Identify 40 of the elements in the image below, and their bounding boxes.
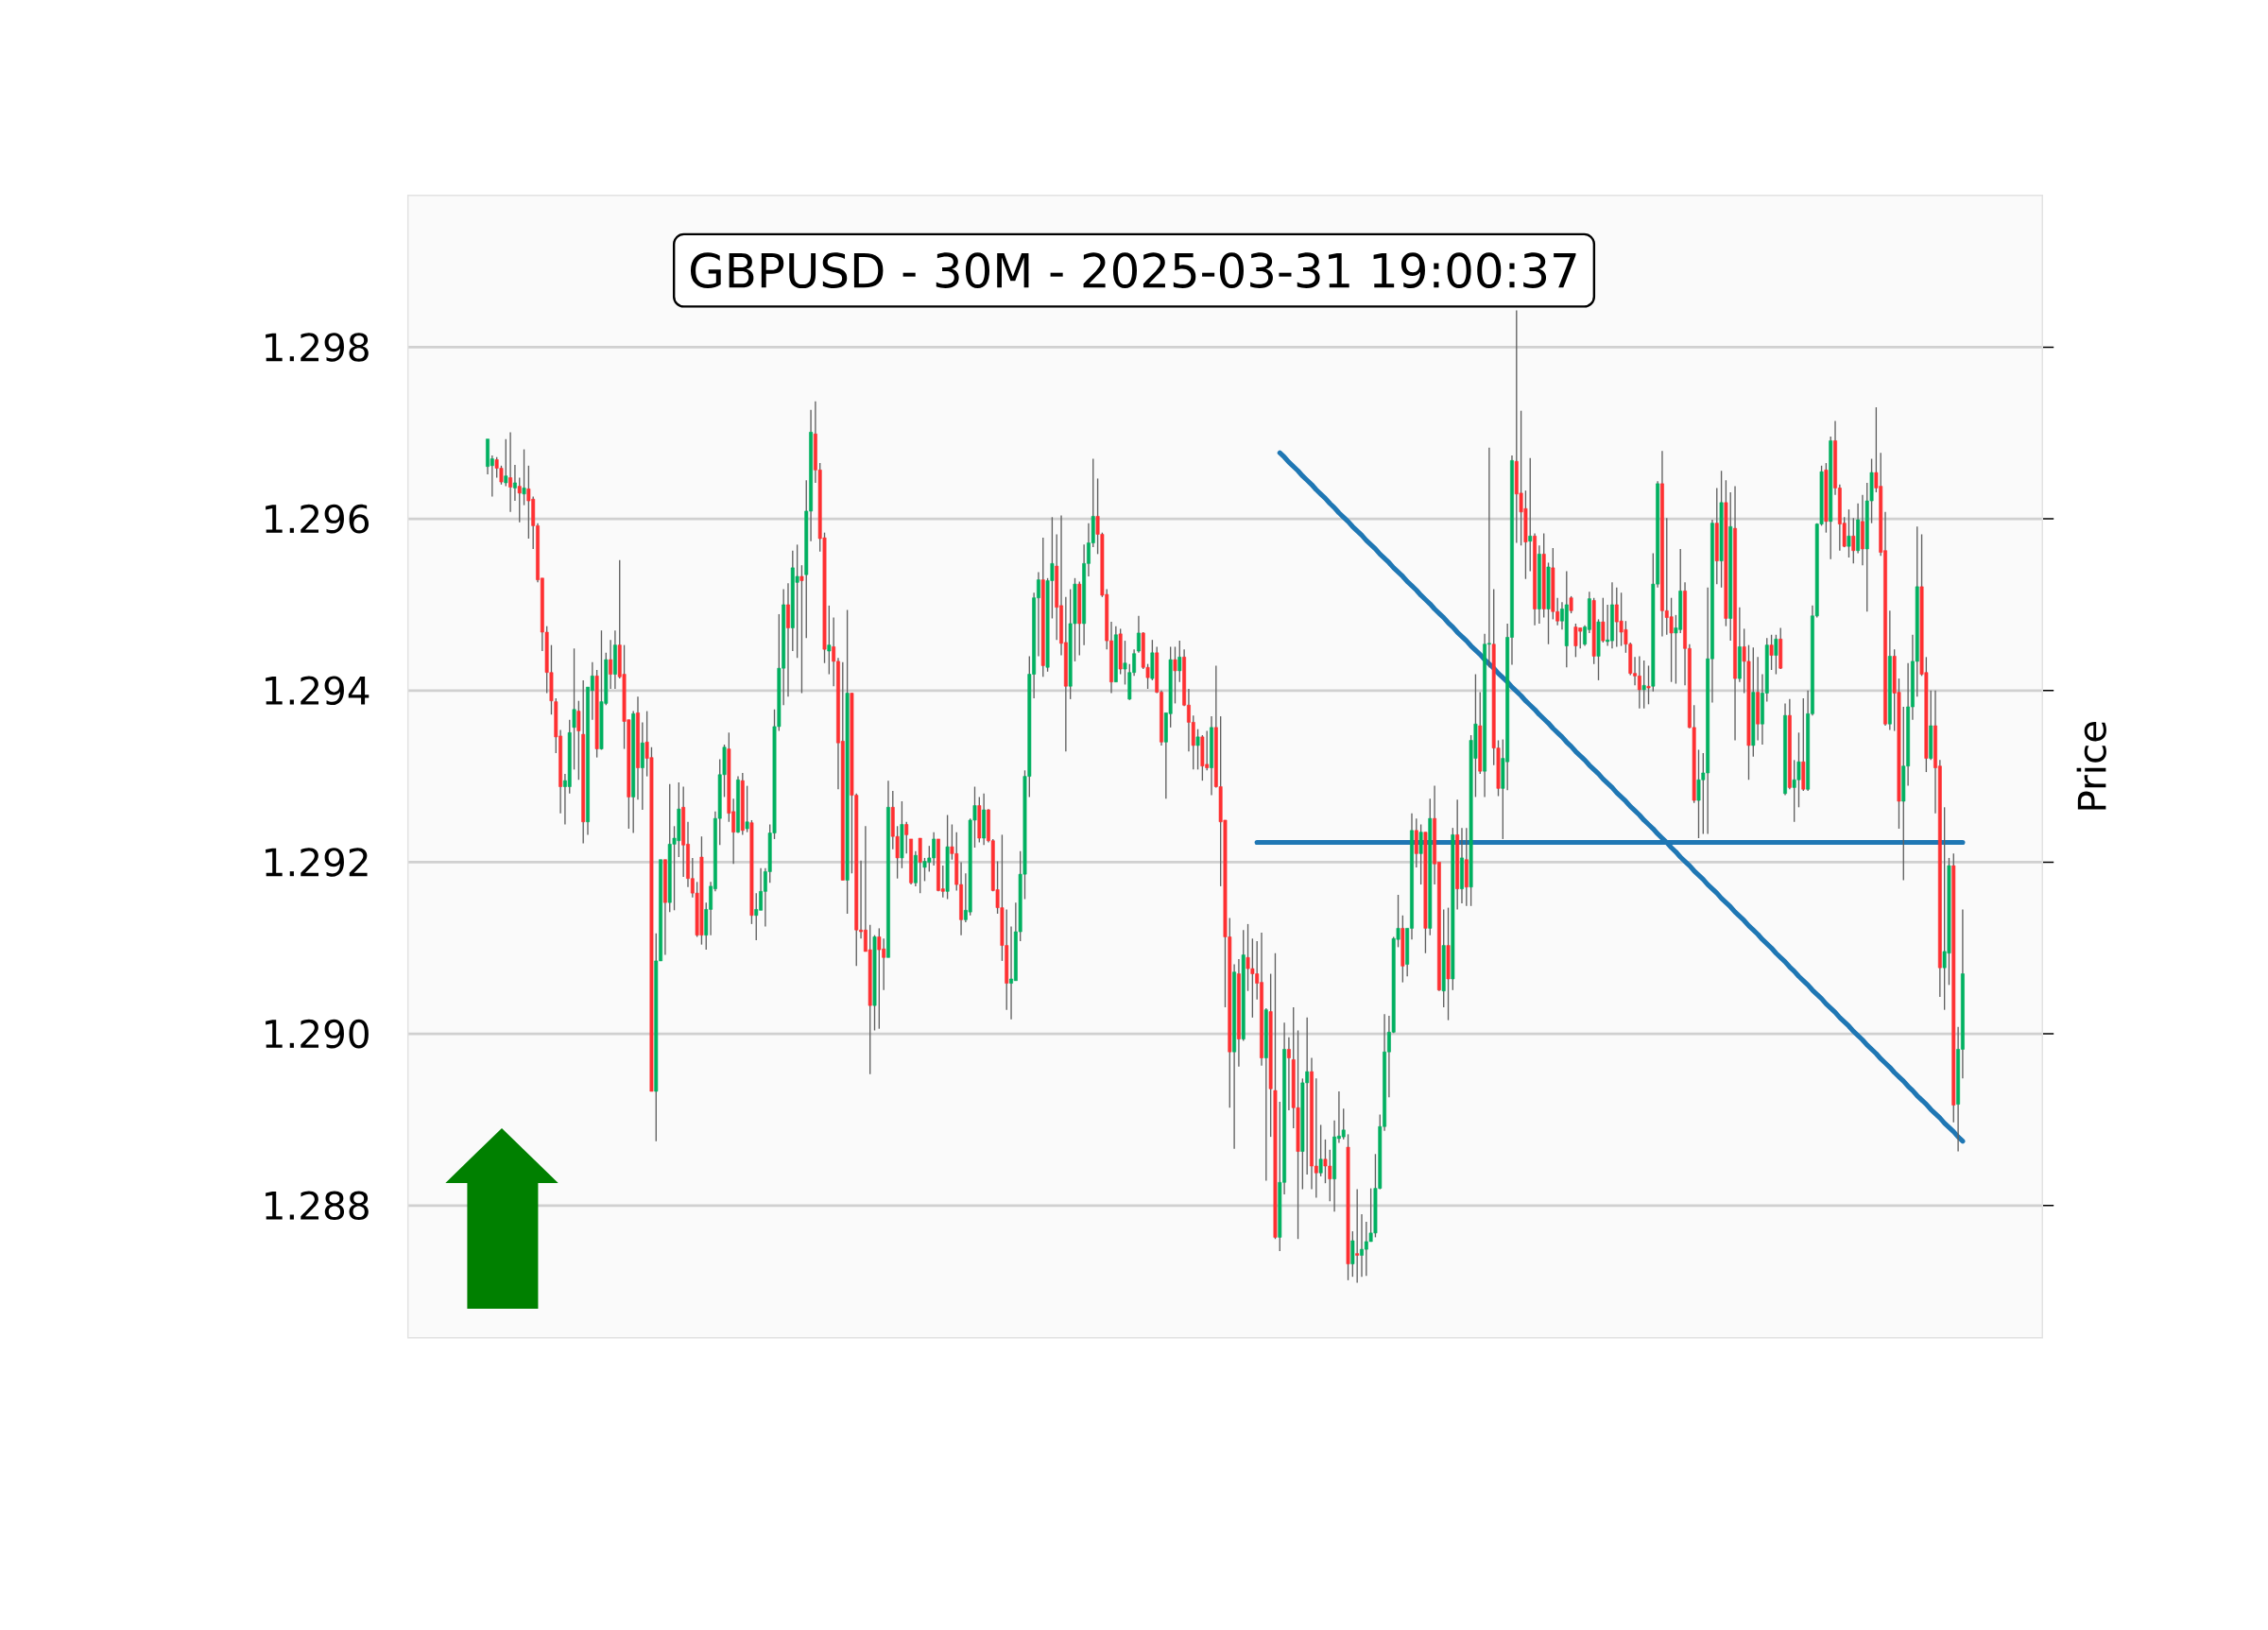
candlestick (877, 927, 882, 1030)
candlestick (1569, 595, 1573, 614)
candlestick (1418, 823, 1423, 885)
candlestick (1641, 660, 1646, 710)
candlestick (1851, 517, 1856, 565)
y-tick-label: 1.290 (266, 1019, 369, 1049)
candlestick (1123, 640, 1127, 686)
y-tick-label: 1.298 (266, 333, 369, 362)
candlestick (1637, 655, 1641, 710)
candlestick (522, 448, 526, 506)
text: GBPUSD - 30M - 2025-03-31 19:00:37 (690, 252, 1576, 289)
candlestick (1355, 1188, 1360, 1284)
candlestick (1173, 645, 1177, 705)
candlestick (1769, 634, 1774, 671)
candlestick (526, 465, 531, 540)
candlestick (1847, 508, 1851, 558)
y-tick-label: 1.296 (266, 504, 369, 534)
candlestick (1528, 456, 1533, 573)
candlestick (1177, 640, 1182, 683)
candlestick (1606, 604, 1610, 647)
candlestick (904, 821, 909, 855)
candlestick (1601, 597, 1606, 643)
candlestick (1195, 728, 1200, 771)
candlestick (799, 564, 804, 695)
candlestick (512, 464, 517, 502)
y-tick-label: 1.292 (266, 848, 368, 877)
candlestick (745, 784, 749, 833)
candlestick (609, 639, 613, 690)
y-tick-label: 1.288 (266, 1191, 369, 1221)
candlestick (576, 700, 581, 781)
candlestick (1646, 664, 1651, 706)
candlestick (1774, 634, 1778, 676)
candlestick (795, 543, 799, 659)
candlestick (1136, 615, 1141, 654)
y-tick-label: 1.294 (266, 676, 369, 706)
candlestick (754, 892, 759, 941)
candlestick (508, 431, 513, 513)
candlestick (1318, 1124, 1323, 1177)
candlestick (572, 647, 576, 771)
y-axis-title: Price (2076, 721, 2106, 810)
